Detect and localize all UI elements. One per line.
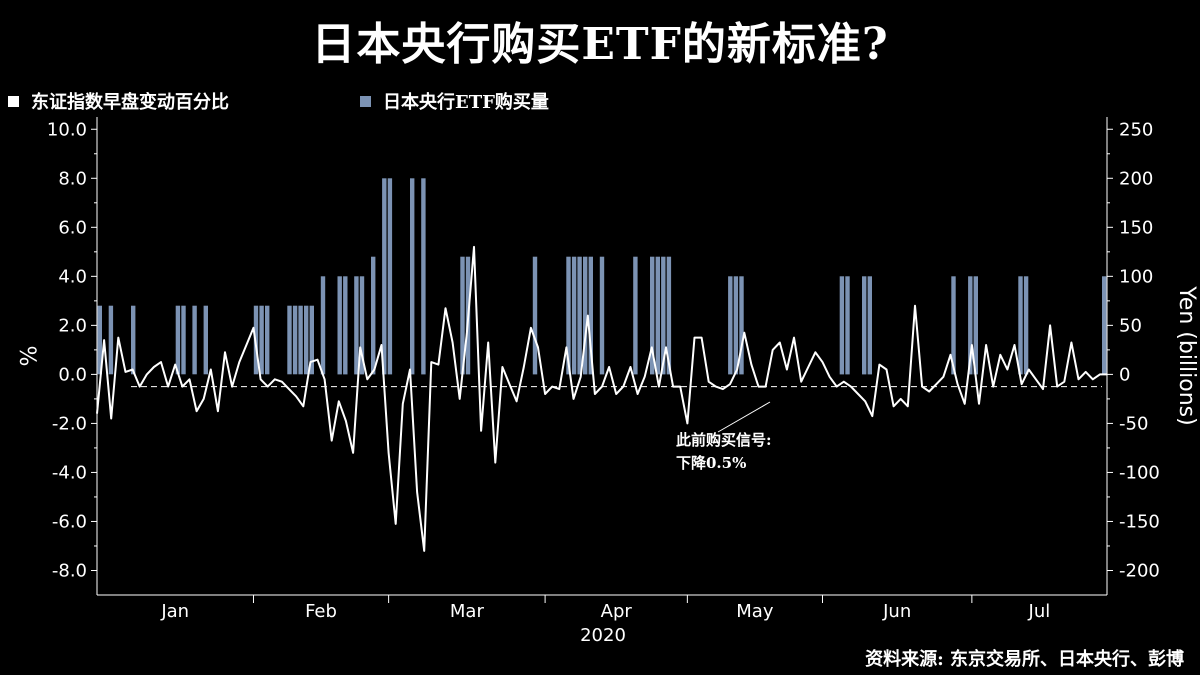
bar-84 bbox=[566, 256, 571, 375]
bar-133 bbox=[839, 276, 845, 375]
month-label: Apr bbox=[601, 601, 633, 622]
bar-85 bbox=[571, 256, 577, 375]
bar-51 bbox=[382, 178, 387, 375]
bar-86 bbox=[577, 256, 582, 375]
bar-166 bbox=[1023, 276, 1029, 375]
right-tick-label: -50 bbox=[1119, 413, 1148, 434]
bar-99 bbox=[650, 256, 655, 375]
legend-label-bar: 日本央行ETF购买量 bbox=[383, 92, 549, 113]
annotation-line-2: 下降0.5% bbox=[676, 454, 746, 472]
bar-87 bbox=[583, 256, 588, 375]
month-label: May bbox=[736, 601, 774, 622]
bar-6 bbox=[131, 305, 136, 375]
right-tick-label: -200 bbox=[1119, 560, 1160, 581]
month-label: Mar bbox=[450, 601, 485, 622]
bar-34 bbox=[287, 305, 292, 375]
bar-90 bbox=[599, 256, 605, 375]
right-axis-title: Yen (billions) bbox=[1174, 285, 1199, 425]
bar-38 bbox=[309, 305, 314, 375]
left-tick-label: -4.0 bbox=[52, 462, 87, 483]
left-tick-label: 2.0 bbox=[58, 315, 87, 336]
bar-96 bbox=[633, 256, 638, 375]
bar-153 bbox=[951, 276, 956, 375]
bar-40 bbox=[320, 276, 326, 375]
bar-134 bbox=[845, 276, 850, 375]
month-label: Jun bbox=[882, 601, 911, 622]
bar-115 bbox=[739, 276, 744, 375]
bar-102 bbox=[666, 256, 672, 375]
right-tick-label: 100 bbox=[1119, 266, 1153, 287]
line-series bbox=[96, 245, 1107, 552]
annotation-line-1: 此前购买信号: bbox=[676, 431, 772, 449]
bar-series bbox=[97, 178, 1107, 375]
left-tick-label: 8.0 bbox=[58, 168, 87, 189]
bar-35 bbox=[292, 305, 298, 375]
bar-58 bbox=[421, 178, 426, 375]
source-note: 资料来源: 东京交易所、日本央行、彭博 bbox=[865, 649, 1184, 670]
left-axis-title: % bbox=[14, 346, 39, 367]
legend-item-bar: 日本央行ETF购买量 bbox=[360, 90, 549, 113]
legend-swatch-bar bbox=[360, 95, 371, 107]
bar-19 bbox=[203, 305, 208, 375]
month-label: Jan bbox=[160, 601, 189, 622]
bar-114 bbox=[733, 276, 739, 375]
left-tick-label: 4.0 bbox=[58, 266, 87, 287]
right-tick-label: 150 bbox=[1119, 217, 1153, 238]
bar-44 bbox=[343, 276, 348, 375]
chart-title: 日本央行购买ETF的新标准? bbox=[311, 19, 889, 70]
bar-47 bbox=[359, 276, 365, 375]
bar-165 bbox=[1018, 276, 1023, 375]
bar-15 bbox=[181, 305, 186, 375]
legend-item-line: 东证指数早盘变动百分比 bbox=[8, 90, 229, 113]
right-tick-label: 0 bbox=[1119, 364, 1130, 385]
right-tick-label: 200 bbox=[1119, 168, 1153, 189]
left-tick-label: -6.0 bbox=[52, 511, 87, 532]
bar-29 bbox=[259, 305, 264, 375]
bar-88 bbox=[588, 256, 593, 375]
left-tick-label: 0.0 bbox=[58, 364, 87, 385]
legend-label-line: 东证指数早盘变动百分比 bbox=[31, 92, 229, 113]
bar-138 bbox=[867, 276, 872, 375]
right-tick-label: -100 bbox=[1119, 462, 1160, 483]
right-tick-label: -150 bbox=[1119, 511, 1160, 532]
bar-180 bbox=[1102, 276, 1107, 375]
bar-14 bbox=[175, 305, 181, 375]
bar-157 bbox=[973, 276, 978, 375]
bar-56 bbox=[410, 178, 415, 375]
bar-36 bbox=[298, 305, 303, 375]
bar-100 bbox=[655, 256, 660, 375]
bar-46 bbox=[354, 276, 359, 375]
bar-2 bbox=[108, 305, 114, 375]
month-label: Jul bbox=[1028, 601, 1051, 622]
left-tick-label: 10.0 bbox=[47, 119, 87, 140]
bar-65 bbox=[460, 256, 465, 375]
bar-37 bbox=[304, 305, 309, 375]
bar-156 bbox=[968, 276, 973, 375]
right-tick-label: 250 bbox=[1119, 119, 1153, 140]
bar-113 bbox=[728, 276, 733, 375]
bar-101 bbox=[661, 256, 666, 375]
bar-17 bbox=[192, 305, 197, 375]
bar-137 bbox=[862, 276, 867, 375]
left-tick-label: -8.0 bbox=[52, 560, 87, 581]
bar-43 bbox=[337, 276, 342, 375]
year-label: 2020 bbox=[580, 625, 626, 646]
bar-0 bbox=[97, 305, 102, 375]
left-tick-label: -2.0 bbox=[52, 413, 87, 434]
annotation-leader bbox=[717, 401, 771, 433]
bar-30 bbox=[265, 305, 270, 375]
month-label: Feb bbox=[305, 601, 337, 622]
bar-78 bbox=[532, 256, 538, 375]
bar-49 bbox=[371, 256, 376, 375]
left-tick-label: 6.0 bbox=[58, 217, 87, 238]
right-tick-label: 50 bbox=[1119, 315, 1142, 336]
legend-swatch-line bbox=[8, 95, 19, 107]
annotation: 此前购买信号: 下降0.5% bbox=[676, 401, 772, 472]
bar-52 bbox=[387, 178, 393, 375]
axes: 10.0 8.0 6.0 4.0 2.0 0.0 -2.0 -4.0 -6.0 -8.0 250 20… bbox=[14, 117, 1199, 646]
